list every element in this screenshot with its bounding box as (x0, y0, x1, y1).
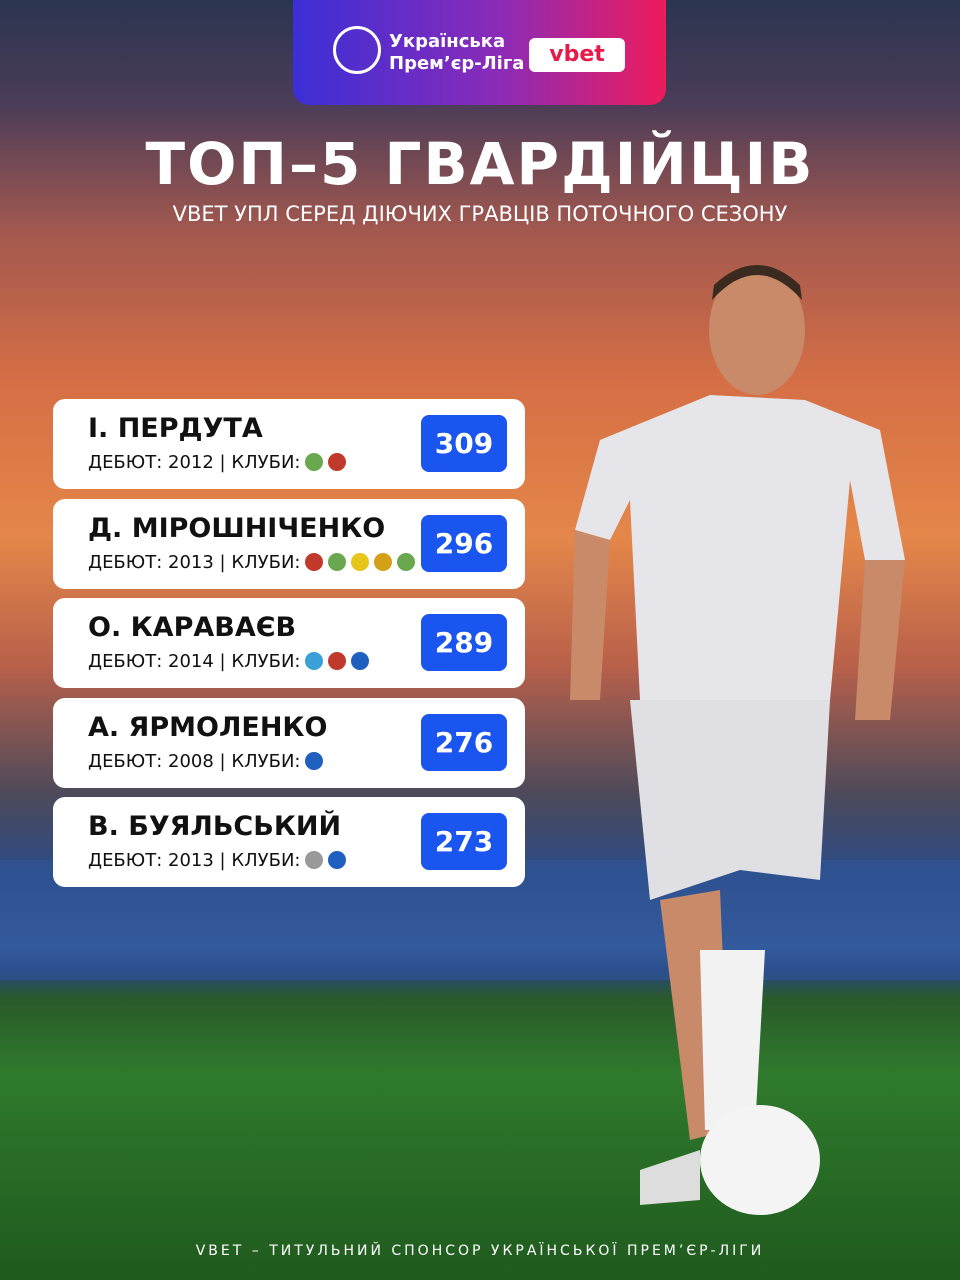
details-text: ДЕБЮТ: 2012 | КЛУБИ: (88, 452, 301, 473)
header: Українська Прем’єр-Ліга vbet (293, 0, 666, 105)
player-name: А. ЯРМОЛЕНКО (88, 712, 328, 743)
player-details: ДЕБЮТ: 2013 | КЛУБИ: (88, 552, 416, 573)
player-name: О. КАРАВАЄВ (88, 612, 297, 643)
league-name: Прем’єр-Ліга (389, 53, 525, 74)
player-details: ДЕБЮТ: 2008 | КЛУБИ: (88, 751, 324, 772)
games-count: 309 (421, 415, 507, 472)
player-name: І. ПЕРДУТА (88, 413, 263, 444)
club-icon (305, 752, 324, 770)
sponsor-logo: vbet (529, 38, 625, 72)
player-card: І. ПЕРДУТА ДЕБЮТ: 2012 | КЛУБИ: 309 (53, 399, 525, 489)
games-count: 296 (421, 515, 507, 572)
player-details: ДЕБЮТ: 2014 | КЛУБИ: (88, 651, 370, 672)
club-icon (351, 553, 370, 571)
games-count: 289 (421, 614, 507, 671)
details-text: ДЕБЮТ: 2013 | КЛУБИ: (88, 850, 301, 871)
player-card: Д. МІРОШНІЧЕНКО ДЕБЮТ: 2013 | КЛУБИ: 296 (53, 499, 525, 589)
title: ТОП–5 ГВАРДІЙЦІВ (145, 130, 815, 198)
player-card: А. ЯРМОЛЕНКО ДЕБЮТ: 2008 | КЛУБИ: 276 (53, 698, 525, 788)
club-icon (351, 652, 370, 670)
club-icon (397, 553, 416, 571)
player-details: ДЕБЮТ: 2012 | КЛУБИ: (88, 452, 347, 473)
club-icon (305, 553, 324, 571)
club-icon (328, 851, 347, 869)
player-card: В. БУЯЛЬСЬКИЙ ДЕБЮТ: 2013 | КЛУБИ: 273 (53, 797, 525, 887)
player-card: О. КАРАВАЄВ ДЕБЮТ: 2014 | КЛУБИ: 289 (53, 598, 525, 688)
player-name: Д. МІРОШНІЧЕНКО (88, 513, 386, 544)
club-icon (305, 652, 324, 670)
club-icon (328, 553, 347, 571)
player-details: ДЕБЮТ: 2013 | КЛУБИ: (88, 850, 347, 871)
club-icon (328, 453, 347, 471)
subtitle: VBET УПЛ СЕРЕД ДІЮЧИХ ГРАВЦІВ ПОТОЧНОГО … (172, 202, 788, 226)
club-icon (374, 553, 393, 571)
club-icon (305, 453, 324, 471)
games-count: 276 (421, 714, 507, 771)
details-text: ДЕБЮТ: 2013 | КЛУБИ: (88, 552, 301, 573)
footer: VBET – ТИТУЛЬНИЙ СПОНСОР УКРАЇНСЬКОЇ ПРЕ… (195, 1243, 765, 1259)
league-logo (333, 26, 381, 74)
club-icon (328, 652, 347, 670)
details-text: ДЕБЮТ: 2008 | КЛУБИ: (88, 751, 301, 772)
details-text: ДЕБЮТ: 2014 | КЛУБИ: (88, 651, 301, 672)
games-count: 273 (421, 813, 507, 870)
player (570, 265, 905, 1215)
player-name: В. БУЯЛЬСЬКИЙ (88, 811, 342, 842)
league-name: Українська (389, 31, 506, 52)
club-icon (305, 851, 324, 869)
